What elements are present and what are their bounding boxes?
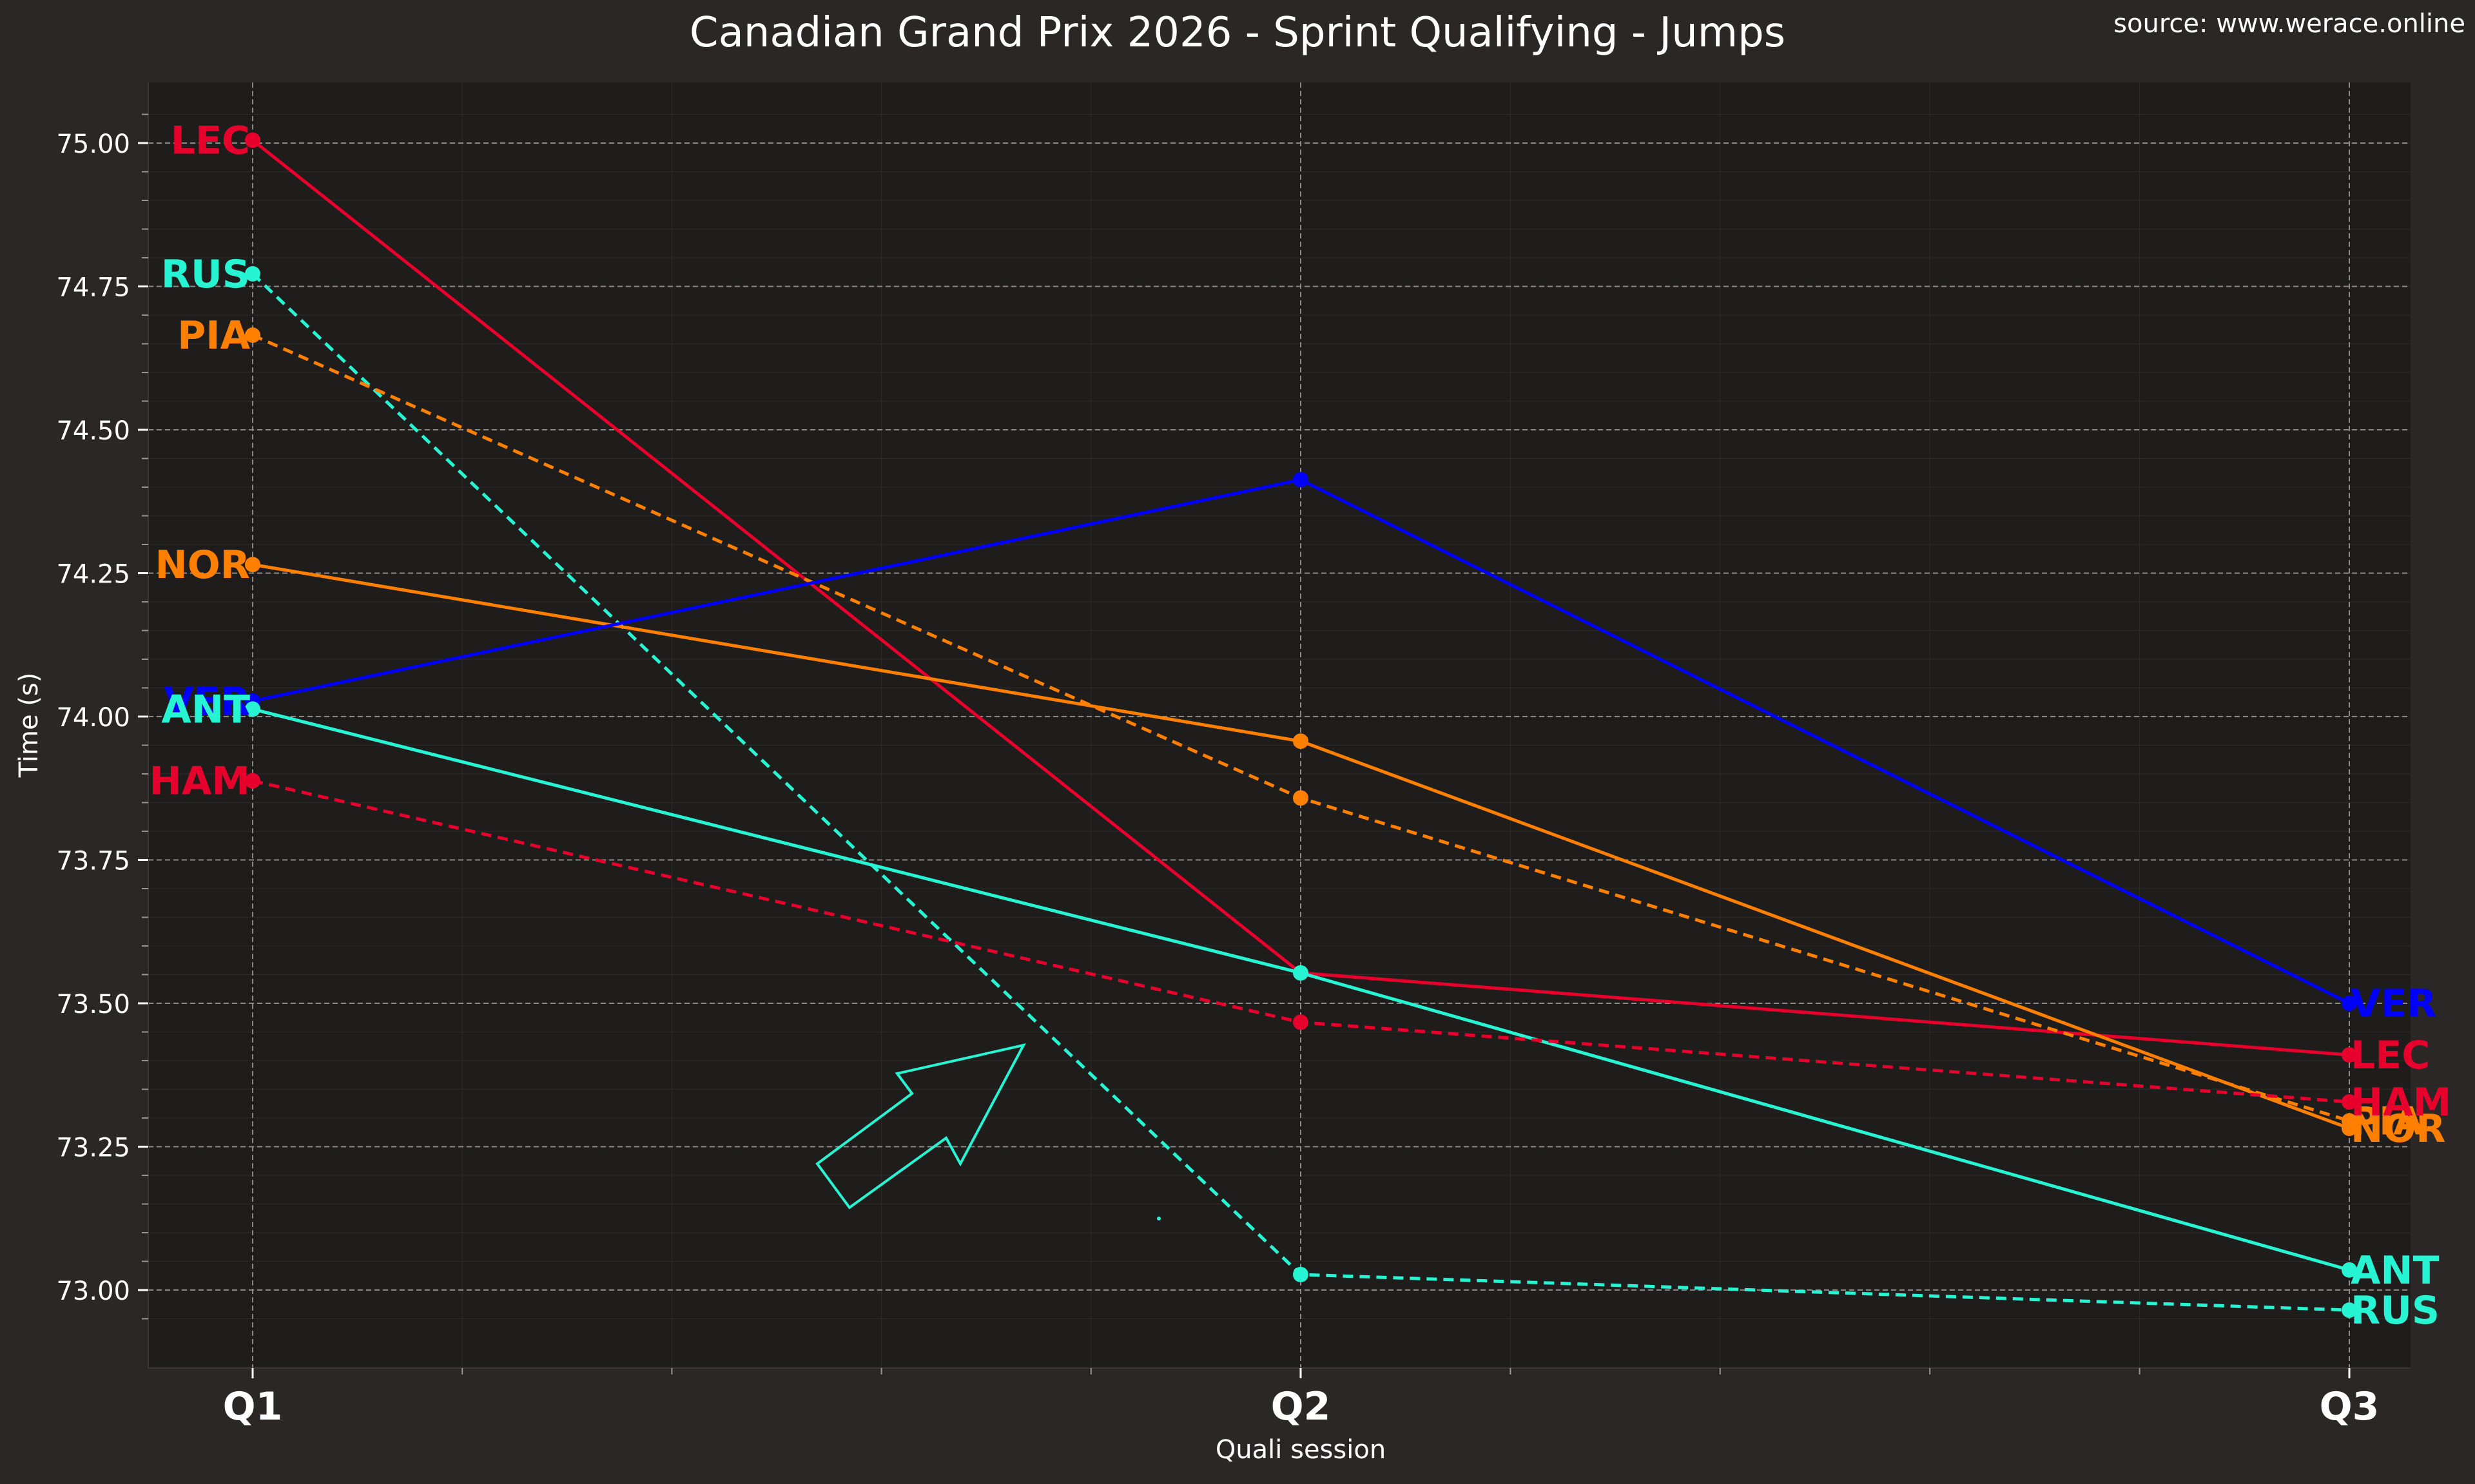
series-label-start-lec: LEC [171, 119, 250, 164]
series-label-end-lec: LEC [2351, 1033, 2430, 1078]
x-tick-label: Q3 [2320, 1384, 2380, 1429]
data-point-nor-q2 [1293, 733, 1308, 749]
data-point-ant-q3 [2342, 1262, 2357, 1278]
data-point-pia-q2 [1293, 790, 1308, 806]
data-point-ham-q2 [1293, 1014, 1308, 1030]
y-tick-label: 74.50 [56, 416, 130, 446]
series-ant [245, 701, 2357, 1278]
series-label-start-ham: HAM [150, 759, 250, 804]
data-point-lec-q3 [2342, 1047, 2357, 1063]
series-label-start-nor: NOR [155, 543, 250, 588]
data-point-rus-q1 [245, 265, 260, 282]
data-point-lec-q1 [245, 132, 260, 148]
series-label-start-ant: ANT [161, 687, 250, 732]
arrow-outline [815, 1043, 1026, 1209]
y-tick-label: 75.00 [56, 130, 130, 159]
data-point-nor-q1 [245, 557, 260, 573]
data-point-rus-q3 [2342, 1302, 2357, 1318]
annotation-arrow [815, 1043, 1161, 1220]
plot-area [148, 82, 2411, 1368]
series-ham [245, 773, 2357, 1110]
series-label-end-ham: HAM [2351, 1080, 2451, 1125]
series-label-end-nor: NOR [2351, 1106, 2445, 1152]
series-label-end-ant: ANT [2351, 1248, 2440, 1293]
data-point-ver-q3 [2342, 996, 2357, 1011]
series-nor [245, 557, 2357, 1137]
data-point-pia-q1 [245, 327, 260, 343]
x-axis-label: Quali session [1216, 1435, 1386, 1465]
data-point-ant-q1 [245, 701, 260, 717]
data-point-ham-q3 [2342, 1094, 2357, 1110]
series-label-end-rus: RUS [2351, 1288, 2440, 1333]
series-label-start-ver: VER [164, 679, 250, 724]
data-point-ver-q2 [1293, 472, 1308, 488]
x-tick-label: Q1 [223, 1384, 283, 1429]
y-tick-label: 73.75 [56, 847, 130, 876]
data-point-nor-q3 [2342, 1121, 2357, 1137]
chart-title: Canadian Grand Prix 2026 - Sprint Qualif… [690, 9, 1785, 57]
data-point-rus-q2 [1293, 1266, 1308, 1282]
data-point-ham-q1 [245, 773, 260, 789]
y-tick-label: 73.25 [56, 1133, 130, 1163]
y-tick-label: 73.50 [56, 990, 130, 1019]
annotation-dot [1157, 1217, 1161, 1220]
series-label-end-pia: PIA [2351, 1099, 2423, 1144]
y-tick-label: 73.00 [56, 1277, 130, 1306]
y-tick-label: 74.25 [56, 560, 130, 590]
data-point-ant-q2 [1293, 965, 1308, 981]
y-axis-label: Time (s) [14, 673, 44, 778]
series-label-start-pia: PIA [177, 313, 250, 358]
x-tick-label: Q2 [1271, 1384, 1331, 1429]
series-label-start-rus: RUS [161, 252, 250, 297]
y-tick-label: 74.00 [56, 703, 130, 733]
source-label: source: www.werace.online [2113, 9, 2465, 39]
series-rus [245, 265, 2357, 1318]
y-tick-label: 74.75 [56, 273, 130, 303]
series-label-end-ver: VER [2351, 981, 2437, 1026]
